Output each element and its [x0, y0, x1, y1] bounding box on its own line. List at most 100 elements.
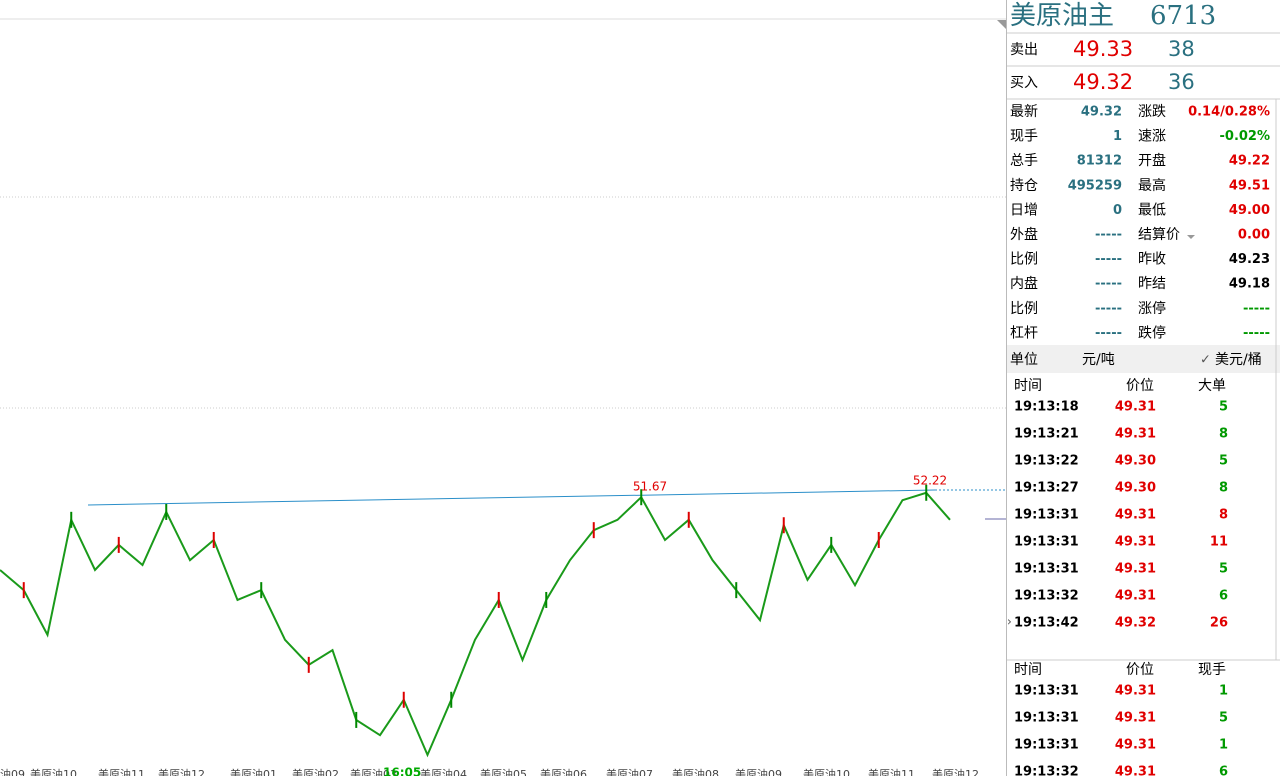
stat-value: ----- [1095, 228, 1122, 243]
stat-value: ----- [1095, 277, 1122, 292]
stat-label: 现手 [1010, 129, 1038, 145]
stat-label: 比例 [1010, 252, 1038, 268]
stat-value: 1 [1113, 129, 1122, 144]
unit-option: 元/吨 [1082, 352, 1115, 368]
x-tick-label: 美原油12 [932, 767, 979, 776]
x-tick-label: 美原油01 [230, 767, 277, 776]
stat-label: 总手 [1010, 153, 1038, 169]
x-tick-label: 油09 [0, 767, 25, 776]
table-header: 时间 [1014, 662, 1042, 678]
stat-label: 外盘 [1010, 226, 1038, 243]
table-header: 价位 [1126, 378, 1154, 394]
tick-time: 19:13:32 [1014, 589, 1079, 604]
tick-price: 49.31 [1115, 535, 1156, 550]
tick-volume: 5 [1219, 711, 1228, 726]
stat-value: ----- [1243, 301, 1270, 316]
tick-time: 19:13:32 [1014, 765, 1079, 777]
stat-value: 49.00 [1229, 203, 1270, 218]
tick-time: 19:13:31 [1014, 508, 1079, 523]
stat-label: 涨停 [1138, 300, 1166, 317]
tick-time: 19:13:42 [1014, 616, 1079, 631]
table-header: 大单 [1198, 378, 1226, 394]
stat-label: 开盘 [1138, 152, 1166, 169]
quote-price: 49.32 [1073, 70, 1133, 94]
unit-label: 单位 [1010, 352, 1038, 368]
tick-price: 49.31 [1115, 765, 1156, 777]
tick-volume: 1 [1219, 684, 1228, 699]
table-header: 价位 [1126, 662, 1154, 678]
tick-time: 19:13:21 [1014, 427, 1079, 442]
tick-price: 49.31 [1115, 427, 1156, 442]
tick-price: 49.31 [1115, 400, 1156, 415]
tick-price: 49.31 [1115, 684, 1156, 699]
stat-label: 最低 [1138, 202, 1166, 218]
tick-volume: 8 [1219, 427, 1228, 442]
tick-volume: 6 [1219, 589, 1228, 604]
tick-time: 19:13:31 [1014, 535, 1079, 550]
stat-value: ----- [1095, 301, 1122, 316]
tick-time: 19:13:31 [1014, 738, 1079, 753]
tick-volume: 1 [1219, 738, 1228, 753]
stat-label: 跌停 [1138, 324, 1166, 341]
instrument-code: 6713 [1150, 1, 1216, 31]
tick-time: 19:13:31 [1014, 684, 1079, 699]
peak-label: 52.22 [913, 474, 947, 488]
quote-volume: 36 [1168, 70, 1195, 94]
tick-price: 49.31 [1115, 508, 1156, 523]
x-tick-label: 美原油04 [420, 767, 467, 776]
stat-value: 0.14/0.28% [1188, 105, 1270, 120]
time-marker: 16:05 [383, 766, 421, 777]
tick-volume: 6 [1219, 765, 1228, 777]
tick-volume: 11 [1210, 535, 1228, 550]
stat-value: 49.23 [1229, 252, 1270, 267]
stat-value: 81312 [1077, 154, 1122, 169]
stat-value: 495259 [1068, 178, 1122, 193]
tick-volume: 8 [1219, 481, 1228, 496]
table-header: 时间 [1014, 378, 1042, 394]
tick-price: 49.31 [1115, 711, 1156, 726]
tick-volume: 5 [1219, 400, 1228, 415]
unit-bar [1007, 345, 1280, 373]
x-tick-label: 美原油10 [803, 767, 850, 776]
dropdown-arrow [1187, 235, 1195, 239]
tick-volume: 26 [1210, 616, 1228, 631]
tick-price: 49.31 [1115, 562, 1156, 577]
tick-volume: 8 [1219, 508, 1228, 523]
x-tick-label: 美原油11 [868, 767, 915, 776]
stat-value: 49.32 [1081, 105, 1122, 120]
quote-label: 卖出 [1010, 42, 1038, 58]
x-tick-label: 美原油08 [672, 767, 719, 776]
tick-price: 49.31 [1115, 589, 1156, 604]
stat-value: ----- [1243, 326, 1270, 341]
table-header: 现手 [1198, 662, 1226, 678]
stat-label: 结算价 [1138, 227, 1180, 243]
unit-option: 美元/桶 [1215, 352, 1262, 368]
stat-label: 持仓 [1010, 178, 1038, 194]
tick-time: 19:13:27 [1014, 481, 1079, 496]
stat-label: 涨跌 [1138, 104, 1166, 120]
stat-value: 0.00 [1238, 228, 1270, 243]
tick-price: 49.32 [1115, 616, 1156, 631]
x-tick-label: 美原油12 [158, 767, 205, 776]
x-tick-label: 美原油05 [480, 767, 527, 776]
tick-price: 49.31 [1115, 738, 1156, 753]
trend-line [87, 489, 936, 506]
stat-label: 昨收 [1138, 252, 1166, 268]
tick-time: 19:13:22 [1014, 454, 1079, 469]
stat-value: 0 [1113, 203, 1122, 218]
stat-label: 杠杆 [1010, 325, 1038, 341]
instrument-name: 美原油主 [1010, 1, 1114, 31]
stat-value: ----- [1095, 252, 1122, 267]
stat-label: 昨结 [1138, 276, 1166, 292]
tick-price: 49.30 [1115, 481, 1156, 496]
tick-volume: 5 [1219, 562, 1228, 577]
peak-label: 51.67 [633, 480, 667, 494]
stat-label: 最新 [1010, 104, 1038, 120]
stat-label: 内盘 [1010, 275, 1038, 292]
tick-time: 19:13:18 [1014, 400, 1079, 415]
corner-mark [997, 20, 1006, 29]
price-trace [0, 491, 951, 758]
x-tick-label: 美原油02 [292, 767, 339, 776]
